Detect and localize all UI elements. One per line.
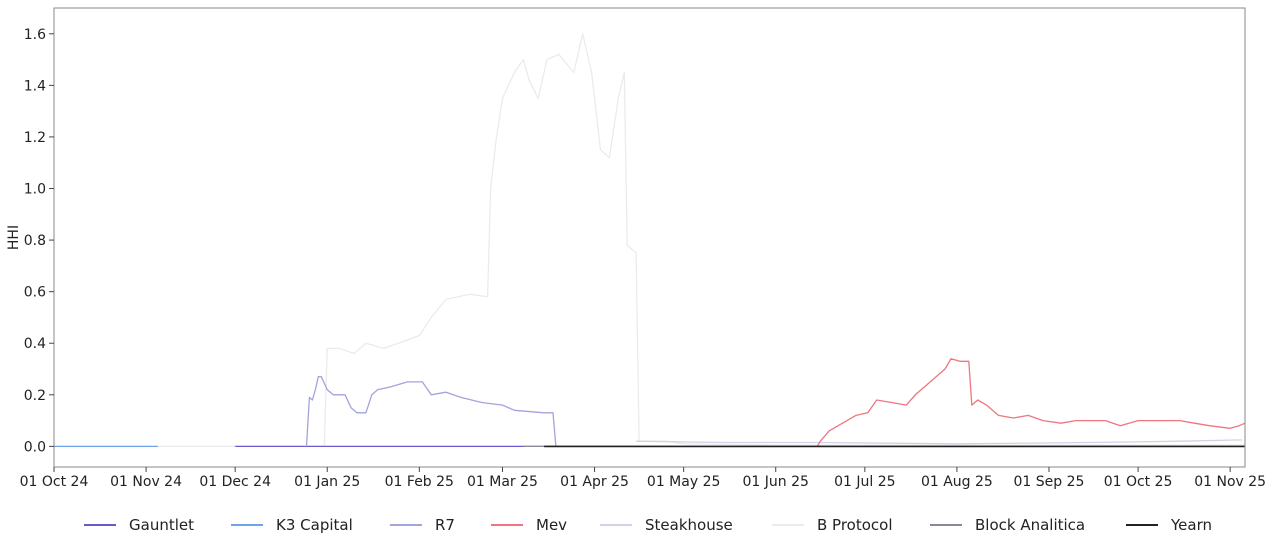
legend-label: Yearn — [1170, 516, 1212, 534]
x-tick-label: 01 Jan 25 — [294, 474, 360, 490]
y-tick-label: 0.2 — [24, 388, 46, 404]
x-tick-label: 01 Jun 25 — [743, 474, 809, 490]
x-tick-label: 01 Nov 24 — [110, 474, 182, 490]
y-axis-label: HHI — [6, 225, 22, 250]
y-axis-ticks: 0.0 0.2 0.4 0.6 0.8 1.0 1.2 1.4 1.6 — [24, 27, 54, 455]
y-tick-label: 1.2 — [24, 130, 46, 146]
y-tick-label: 1.6 — [24, 27, 46, 43]
x-tick-label: 01 Dec 24 — [199, 474, 271, 490]
plot-lines — [54, 33, 1246, 448]
legend: Gauntlet K3 Capital R7 Mev Steakhouse B Proto… — [84, 516, 1212, 534]
x-tick-label: 01 Mar 25 — [467, 474, 538, 490]
legend-label: Block Analitica — [975, 516, 1085, 534]
y-tick-label: 1.0 — [24, 182, 46, 198]
y-tick-label: 0.0 — [24, 439, 46, 455]
y-tick-label: 0.8 — [24, 233, 46, 249]
y-tick-label: 1.4 — [24, 78, 46, 94]
series-line-r7 — [305, 376, 557, 447]
series-line-b-protocol — [158, 33, 1245, 448]
x-tick-label: 01 Feb 25 — [385, 474, 454, 490]
legend-label: Mev — [536, 516, 567, 534]
y-tick-label: 0.4 — [24, 336, 46, 352]
x-tick-label: 01 May 25 — [647, 474, 720, 490]
x-axis-ticks: 01 Oct 24 01 Nov 24 01 Dec 24 01 Jan 25 01 F… — [20, 467, 1266, 490]
legend-label: Steakhouse — [645, 516, 733, 534]
legend-label: B Protocol — [817, 516, 893, 534]
series-line-mev — [816, 358, 1246, 447]
x-tick-label: 01 Jul 25 — [834, 474, 895, 490]
x-tick-label: 01 Oct 25 — [1104, 474, 1173, 490]
x-tick-label: 01 Oct 24 — [20, 474, 89, 490]
plot-frame — [53, 7, 1246, 468]
x-tick-label: 01 Apr 25 — [560, 474, 629, 490]
y-tick-label: 0.6 — [24, 285, 46, 301]
legend-label: R7 — [435, 516, 455, 534]
x-tick-label: 01 Sep 25 — [1014, 474, 1085, 490]
series-line-steakhouse — [636, 439, 1243, 445]
x-tick-label: 01 Nov 25 — [1194, 474, 1266, 490]
x-tick-label: 01 Aug 25 — [921, 474, 993, 490]
legend-label: Gauntlet — [129, 516, 194, 534]
legend-label: K3 Capital — [276, 516, 353, 534]
